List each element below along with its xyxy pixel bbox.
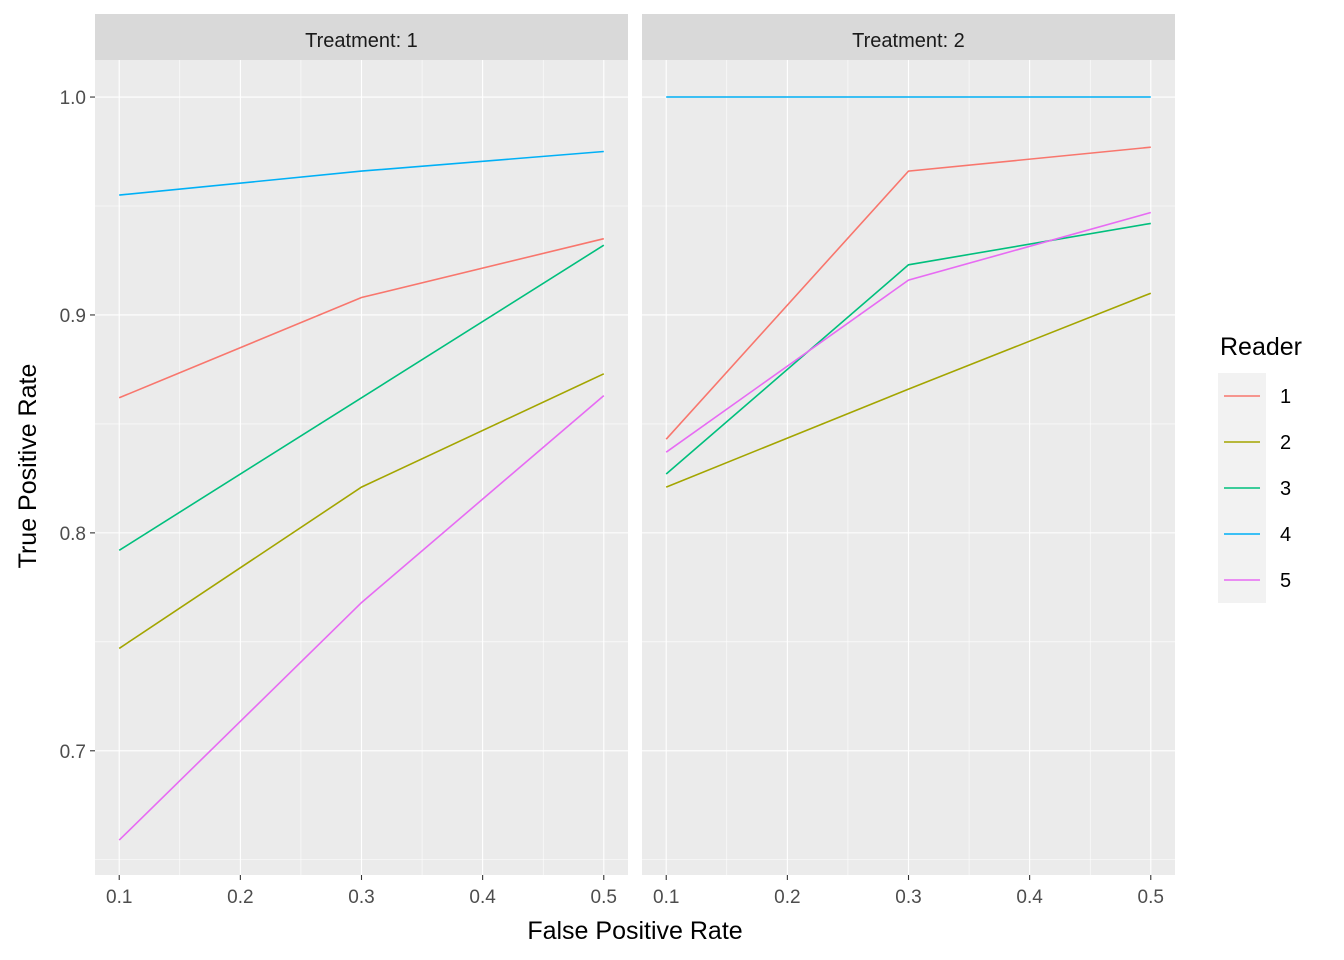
legend-title: Reader <box>1220 333 1302 361</box>
x-tick-label: 0.5 <box>591 887 617 908</box>
legend-label-reader-3: 3 <box>1280 478 1291 500</box>
series-line-reader-1 <box>665 146 1151 440</box>
series-line-reader-5 <box>665 211 1152 453</box>
panel-treatment-2: Treatment: 2 0.1 0.2 0.3 0.4 0.5 <box>642 14 1175 908</box>
x-tick-label: 0.2 <box>227 887 253 908</box>
series-line-reader-3 <box>118 244 605 551</box>
series-line-reader-2 <box>118 373 605 650</box>
y-tick-label: 0.9 <box>60 306 86 327</box>
facet-strip-label: Treatment: 2 <box>852 30 965 52</box>
series-line-reader-5 <box>118 394 605 841</box>
legend-label-reader-1: 1 <box>1280 386 1291 408</box>
panel-treatment-1: Treatment: 1 0.1 0.2 0.3 0.4 0.5 <box>95 14 628 908</box>
series-line-reader-3 <box>665 222 1151 475</box>
facet-strip <box>95 14 628 60</box>
y-tick-label: 0.8 <box>60 524 86 545</box>
x-tick-label: 0.5 <box>1138 887 1164 908</box>
facet-strip <box>642 14 1175 60</box>
legend-label-reader-2: 2 <box>1280 432 1291 454</box>
series-line-reader-4 <box>119 150 604 196</box>
x-axis-title: False Positive Rate <box>527 917 742 945</box>
legend-label-reader-4: 4 <box>1280 524 1291 546</box>
x-tick-label: 0.1 <box>653 887 679 908</box>
series-line-reader-2 <box>665 292 1152 488</box>
legend: Reader 1 2 3 4 5 <box>1218 333 1302 603</box>
legend-label-reader-5: 5 <box>1280 570 1291 592</box>
y-axis: 0.7 0.8 0.9 1.0 <box>60 88 95 763</box>
y-tick-label: 1.0 <box>60 88 86 109</box>
x-tick-label: 0.3 <box>348 887 374 908</box>
panels-layer: Treatment: 1 0.1 0.2 0.3 0.4 0.5 Treatment: 2 0… <box>95 14 1175 908</box>
x-tick-label: 0.2 <box>774 887 800 908</box>
x-tick-label: 0.3 <box>895 887 921 908</box>
x-tick-label: 0.4 <box>469 887 496 908</box>
x-tick-label: 0.1 <box>106 887 132 908</box>
y-tick-label: 0.7 <box>60 742 86 763</box>
y-axis-title: True Positive Rate <box>14 364 42 569</box>
x-tick-label: 0.4 <box>1016 887 1043 908</box>
series-line-reader-1 <box>118 237 604 399</box>
facet-strip-label: Treatment: 1 <box>305 30 418 52</box>
